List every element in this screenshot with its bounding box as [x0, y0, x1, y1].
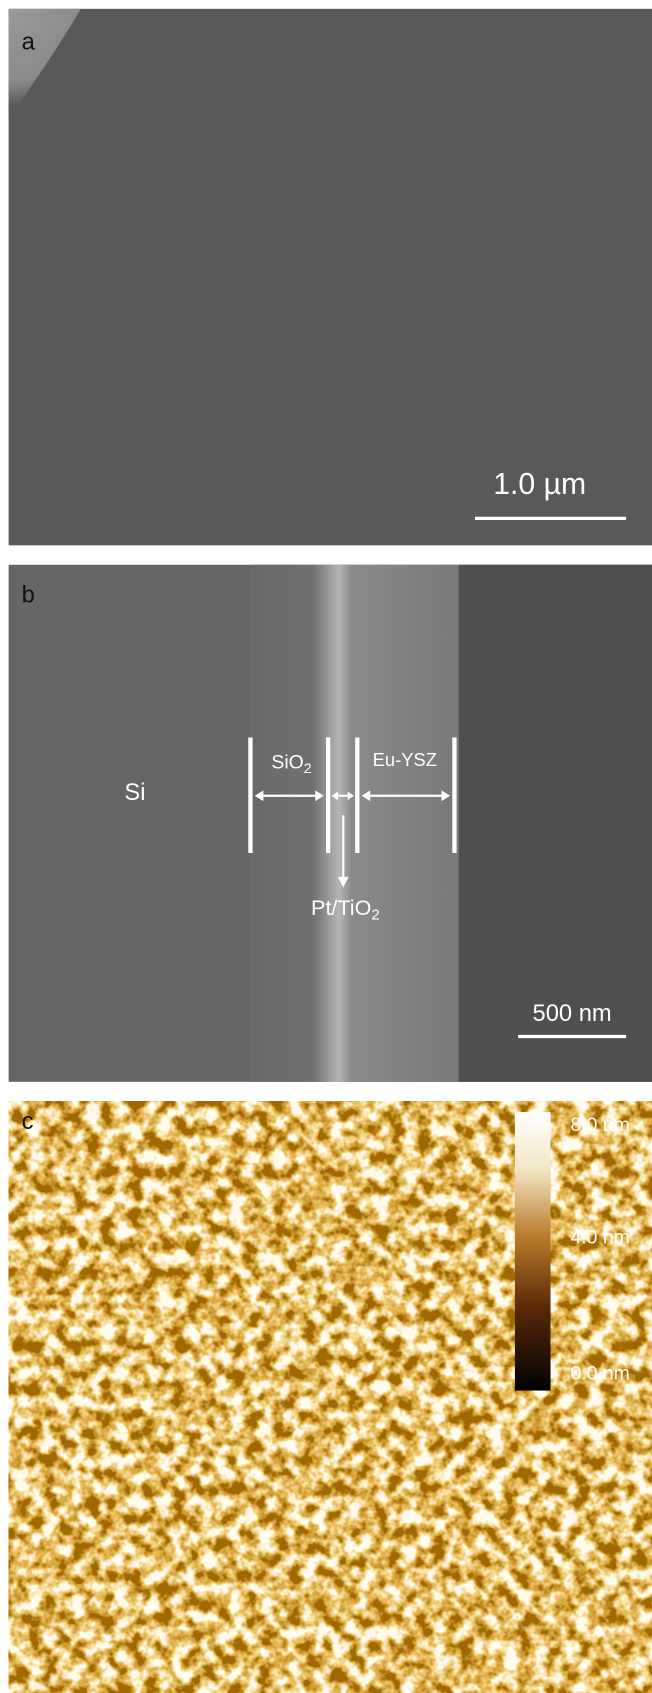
figure: a 1.0 µm b Si SiO2 Eu-YSZ Pt/TiO2 500 nm… [0, 0, 652, 1693]
afm-image [9, 1101, 652, 1693]
annotation: Si [124, 780, 145, 806]
panel-label: a [22, 30, 36, 56]
scale-bar-label: 1.0 µm [493, 468, 586, 501]
scale-bar-label: 500 nm [533, 1001, 612, 1027]
panel-c: c 8.0 nm 4.0 nm 0.0 nm [9, 1101, 652, 1693]
colorbar-label: 4.0 nm [570, 1226, 629, 1248]
sem-image [9, 9, 652, 545]
annotation-text: SiO [271, 752, 303, 774]
panel-a: a 1.0 µm [9, 9, 652, 545]
colorbar-label: 8.0 nm [570, 1114, 629, 1136]
panel-label: c [22, 1109, 34, 1135]
panel-label: b [22, 582, 35, 608]
colorbar [515, 1112, 551, 1391]
colorbar-label: 0.0 nm [570, 1362, 629, 1384]
annotation-text: Pt/TiO [311, 895, 371, 920]
annotation: Eu-YSZ [373, 749, 437, 770]
page: a 1.0 µm b Si SiO2 Eu-YSZ Pt/TiO2 500 nm… [0, 0, 652, 1693]
annotation-subscript: 2 [371, 907, 379, 924]
annotation-subscript: 2 [304, 759, 312, 775]
annotation: Pt/TiO2 [311, 895, 380, 924]
panel-b: b Si SiO2 Eu-YSZ Pt/TiO2 500 nm [9, 565, 652, 1082]
